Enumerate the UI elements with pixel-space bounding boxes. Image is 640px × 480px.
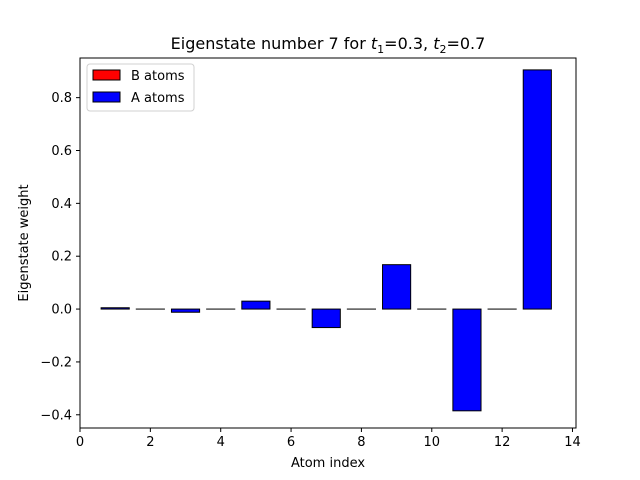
legend-label-a-atoms: A atoms [131, 91, 185, 106]
legend: B atoms A atoms [86, 63, 195, 112]
title-prefix: Eigenstate number 7 for [171, 34, 371, 53]
title-t1-symbol: t [371, 34, 378, 53]
x-tick-label-4: 4 [217, 435, 225, 450]
legend-swatch-b-atoms [92, 69, 121, 81]
y-ticks-group: −0.4 −0.2 0.0 0.2 0.4 0.6 0.8 [40, 91, 80, 423]
y-tick-label-6: 0.8 [51, 91, 72, 106]
bar-a-atoms-11 [452, 308, 482, 412]
bar-a-atoms-3 [170, 308, 201, 313]
y-tick-label-4: 0.4 [51, 197, 72, 212]
y-tick-label-1: −0.2 [40, 355, 72, 370]
chart-title: Eigenstate number 7 for t1=0.3, t2=0.7 [171, 34, 486, 56]
y-tick-label-2: 0.0 [51, 303, 72, 318]
legend-label-b-atoms: B atoms [131, 69, 185, 84]
plot-frame [79, 57, 577, 429]
x-tick-label-12: 12 [494, 435, 511, 450]
bars-group [100, 69, 552, 412]
y-axis-label: Eigenstate weight [17, 184, 32, 301]
title-t2-sub: 2 [439, 43, 446, 56]
x-tick-label-14: 14 [564, 435, 581, 450]
x-tick-label-6: 6 [287, 435, 295, 450]
bar-a-atoms-13 [522, 69, 552, 310]
bar-a-atoms-5 [241, 300, 271, 310]
title-t2-symbol: t [433, 34, 440, 53]
y-tick-label-0: −0.4 [40, 408, 72, 423]
title-t1-value: =0.3, [384, 34, 433, 53]
title-t1-sub: 1 [377, 43, 384, 56]
x-ticks-group: 0 2 4 6 8 10 12 14 [76, 428, 581, 450]
y-tick-label-3: 0.2 [51, 250, 72, 265]
x-tick-label-10: 10 [423, 435, 440, 450]
y-tick-label-5: 0.6 [51, 144, 72, 159]
legend-swatch-a-atoms [92, 91, 121, 103]
title-t2-value: =0.7 [446, 34, 485, 53]
x-tick-label-2: 2 [146, 435, 154, 450]
x-axis-label: Atom index [291, 456, 365, 471]
bar-a-atoms-7 [311, 308, 341, 329]
bar-a-atoms-1 [100, 307, 130, 310]
x-tick-label-8: 8 [357, 435, 365, 450]
x-tick-label-0: 0 [76, 435, 84, 450]
bar-a-atoms-9 [382, 264, 412, 310]
